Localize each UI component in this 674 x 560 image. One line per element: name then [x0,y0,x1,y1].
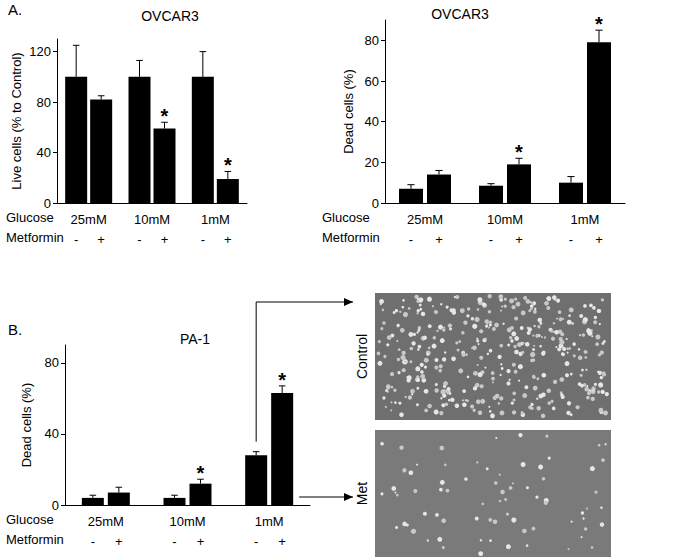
svg-text:80: 80 [365,33,379,48]
svg-text:0: 0 [44,196,51,211]
svg-text:-: - [409,232,413,247]
svg-text:Metformin: Metformin [6,230,64,245]
svg-text:*: * [515,141,523,163]
svg-text:-: - [201,232,205,247]
svg-text:Glucose: Glucose [322,210,370,225]
svg-text:+: + [278,534,286,549]
svg-text:*: * [278,369,286,391]
svg-text:1mM: 1mM [255,514,284,529]
svg-text:-: - [137,232,141,247]
svg-text:0: 0 [52,498,59,513]
svg-text:20: 20 [365,155,379,170]
svg-text:25mM: 25mM [71,212,107,227]
svg-text:10mM: 10mM [169,514,205,529]
svg-text:+: + [224,232,232,247]
svg-text:Dead cells (%): Dead cells (%) [341,69,356,154]
svg-text:Glucose: Glucose [6,512,54,527]
svg-text:OVCAR3: OVCAR3 [431,6,489,22]
svg-text:+: + [97,232,105,247]
svg-text:25mM: 25mM [88,514,124,529]
svg-text:+: + [161,232,169,247]
svg-text:0: 0 [372,196,379,211]
svg-text:-: - [489,232,493,247]
svg-text:*: * [161,105,169,127]
svg-text:60: 60 [365,74,379,89]
svg-text:*: * [197,462,205,484]
svg-text:+: + [515,232,523,247]
svg-text:40: 40 [365,114,379,129]
svg-text:10mM: 10mM [134,212,170,227]
svg-text:80: 80 [45,355,59,370]
svg-text:40: 40 [37,145,51,160]
svg-text:-: - [74,232,78,247]
svg-text:-: - [569,232,573,247]
svg-text:Control: Control [354,334,370,379]
svg-text:1mM: 1mM [571,212,600,227]
svg-text:1mM: 1mM [201,212,230,227]
svg-text:Dead cells (%): Dead cells (%) [19,383,34,468]
svg-text:OVCAR3: OVCAR3 [141,8,199,24]
svg-text:25mM: 25mM [407,212,443,227]
svg-text:10mM: 10mM [487,212,523,227]
svg-text:*: * [595,13,603,35]
svg-text:120: 120 [29,44,51,59]
svg-text:*: * [224,154,232,176]
svg-text:+: + [115,534,123,549]
svg-text:Glucose: Glucose [6,210,54,225]
svg-text:B.: B. [8,321,22,338]
svg-text:-: - [91,534,95,549]
svg-text:+: + [435,232,443,247]
svg-text:Metformin: Metformin [322,230,380,245]
svg-text:Metformin: Metformin [6,532,64,547]
svg-text:40: 40 [45,426,59,441]
svg-text:80: 80 [37,95,51,110]
svg-text:Live cells (% to Control): Live cells (% to Control) [9,52,24,189]
svg-text:Met: Met [354,482,370,505]
svg-text:+: + [197,534,205,549]
svg-text:-: - [172,534,176,549]
svg-text:-: - [254,534,258,549]
svg-text:PA-1: PA-1 [180,331,210,347]
svg-text:+: + [595,232,603,247]
svg-text:A.: A. [8,1,22,18]
